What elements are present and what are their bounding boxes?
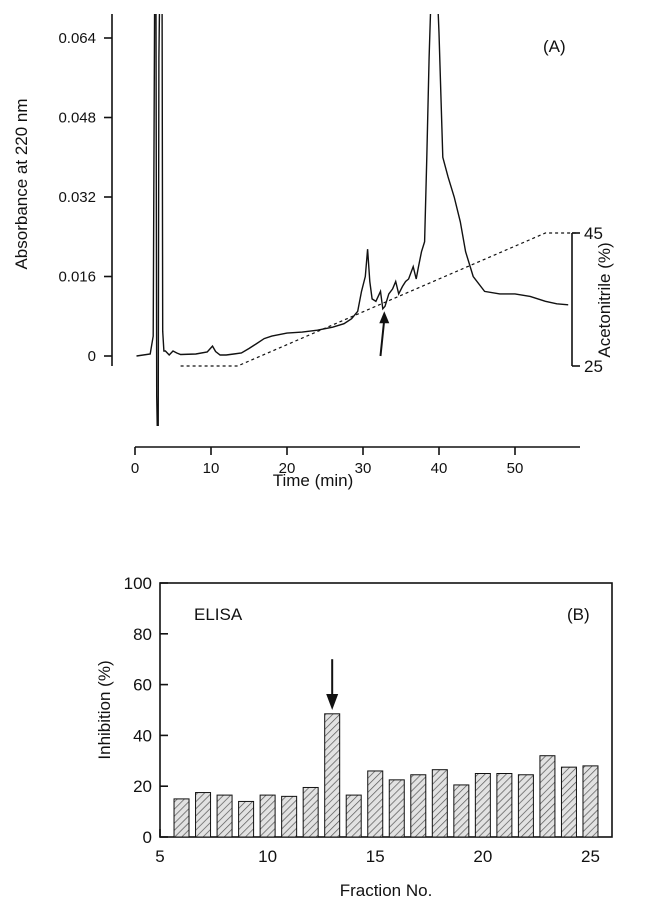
panel-a-y2-tick-label: 45 [584,224,603,243]
absorbance-trace-line [136,14,569,426]
inhibition-bar [281,795,298,838]
inhibition-bar [517,774,534,838]
panel-b-x-axis-label: Fraction No. [340,881,433,900]
panel-a-x-tick-label: 10 [203,460,220,477]
panel-a-x-tick-label: 50 [507,460,524,477]
panel-a-y2-axis-label: Acetonitrile (%) [595,242,614,357]
inhibition-bar [410,774,427,838]
panel-b-x-tick-label: 25 [581,847,600,866]
inhibition-bar [195,792,212,838]
inhibition-bar [238,800,255,838]
inhibition-bar [474,773,491,838]
panel-b-x-tick-label: 20 [473,847,492,866]
panel-b-x-tick-label: 15 [366,847,385,866]
panel-b-y-tick-label: 80 [133,625,152,644]
panel-a-y-tick-label: 0 [88,348,96,365]
panel-a-y-axis-label: Absorbance at 220 nm [12,98,31,269]
inhibition-bar [496,773,513,838]
inhibition-bar [302,786,319,838]
panel-a-x-tick-label: 20 [279,460,296,477]
inhibition-bar [431,769,448,838]
panel-a-y2-tick-label: 25 [584,357,603,376]
inhibition-bar [367,770,384,838]
panel-a-x-tick-label: 30 [355,460,372,477]
inhibition-bar [388,779,405,838]
acetonitrile-gradient-line [180,232,576,367]
inhibition-bar [173,798,190,838]
panel-b-y-tick-label: 60 [133,676,152,695]
panel-a-y-tick-label: 0.032 [58,189,96,206]
panel-a-label: (A) [543,37,566,56]
panel-a-x-tick-label: 0 [131,460,139,477]
inhibition-bar [324,713,341,838]
panel-b-frame [159,582,613,838]
inhibition-bar [582,765,599,838]
panel-b-label: (B) [567,605,590,624]
inhibition-bar [453,784,470,838]
inhibition-bar [539,755,556,838]
panel-a-y-tick-label: 0.016 [58,269,96,286]
panel-b-x-tick-label: 10 [258,847,277,866]
panel-a-x-axis-label: Time (min) [273,471,354,490]
panel-b-x-tick-label: 5 [155,847,164,866]
panel-b-y-tick-label: 0 [143,828,152,847]
inhibition-bar [560,766,577,838]
panel-a-arrow-shaft [379,319,386,357]
panel-b-y-tick-label: 40 [133,726,152,745]
panel-b-arrow-head [326,694,339,710]
inhibition-bar [345,794,362,838]
panel-a-x-tick-label: 40 [431,460,448,477]
panel-b-inner-label: ELISA [194,605,243,624]
panel-b-y-axis-label: Inhibition (%) [95,660,114,759]
panel-b-y-tick-label: 100 [124,574,152,593]
panel-b-bar-chart: 5 10 15 20 25 0 20 40 60 80 100 ELISA (B) Fractio… [95,574,613,900]
panel-a-arrow-head [379,311,390,324]
panel-b-y-tick-label: 20 [133,777,152,796]
panel-a-y-tick-label: 0.048 [58,110,96,127]
panel-a-y-tick-label: 0.064 [58,30,96,47]
inhibition-bar [259,794,276,838]
panel-a-chromatogram: 0 10 20 30 40 50 0 0.016 0.032 0.048 0.064 25 45 T… [12,14,614,490]
inhibition-bar [216,794,233,838]
